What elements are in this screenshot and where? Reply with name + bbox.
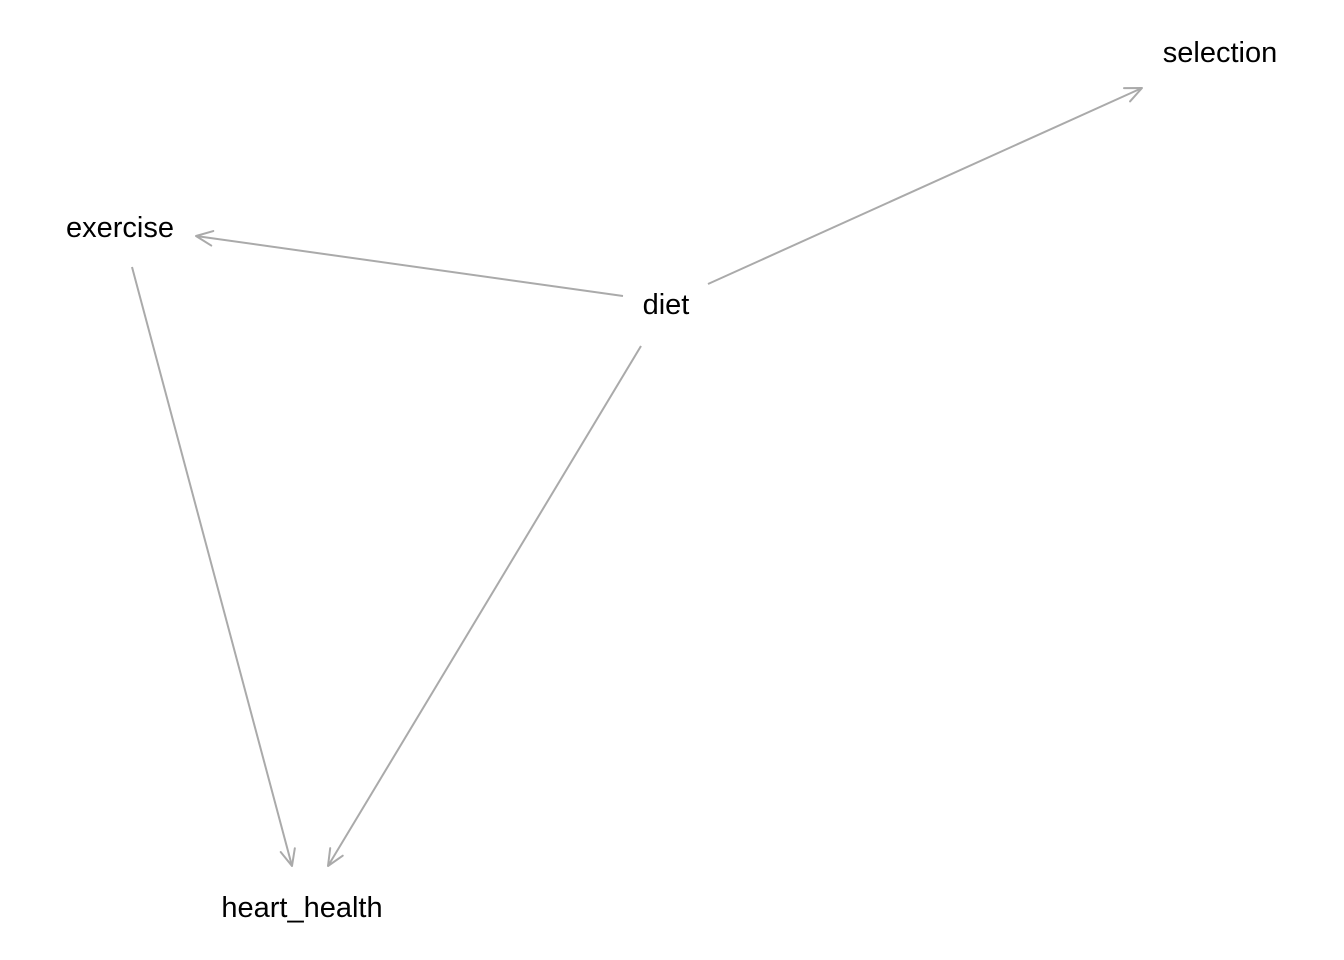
edge-diet-to-heart_health: [327, 345, 642, 867]
arrowhead-diet-to-selection: [1123, 87, 1143, 103]
edge-exercise-to-heart_health: [131, 266, 293, 867]
edge-diet-to-exercise: [195, 235, 624, 297]
arrowhead-exercise-to-heart_health: [279, 847, 296, 867]
node-heart_health: heart_health: [221, 892, 382, 924]
node-exercise: exercise: [66, 212, 174, 244]
node-selection: selection: [1163, 37, 1277, 69]
node-diet: diet: [643, 289, 690, 321]
edge-diet-to-selection: [707, 87, 1143, 285]
arrowhead-diet-to-heart_health: [327, 847, 344, 867]
arrowhead-diet-to-exercise: [195, 230, 215, 247]
edges-group: [131, 87, 1143, 867]
